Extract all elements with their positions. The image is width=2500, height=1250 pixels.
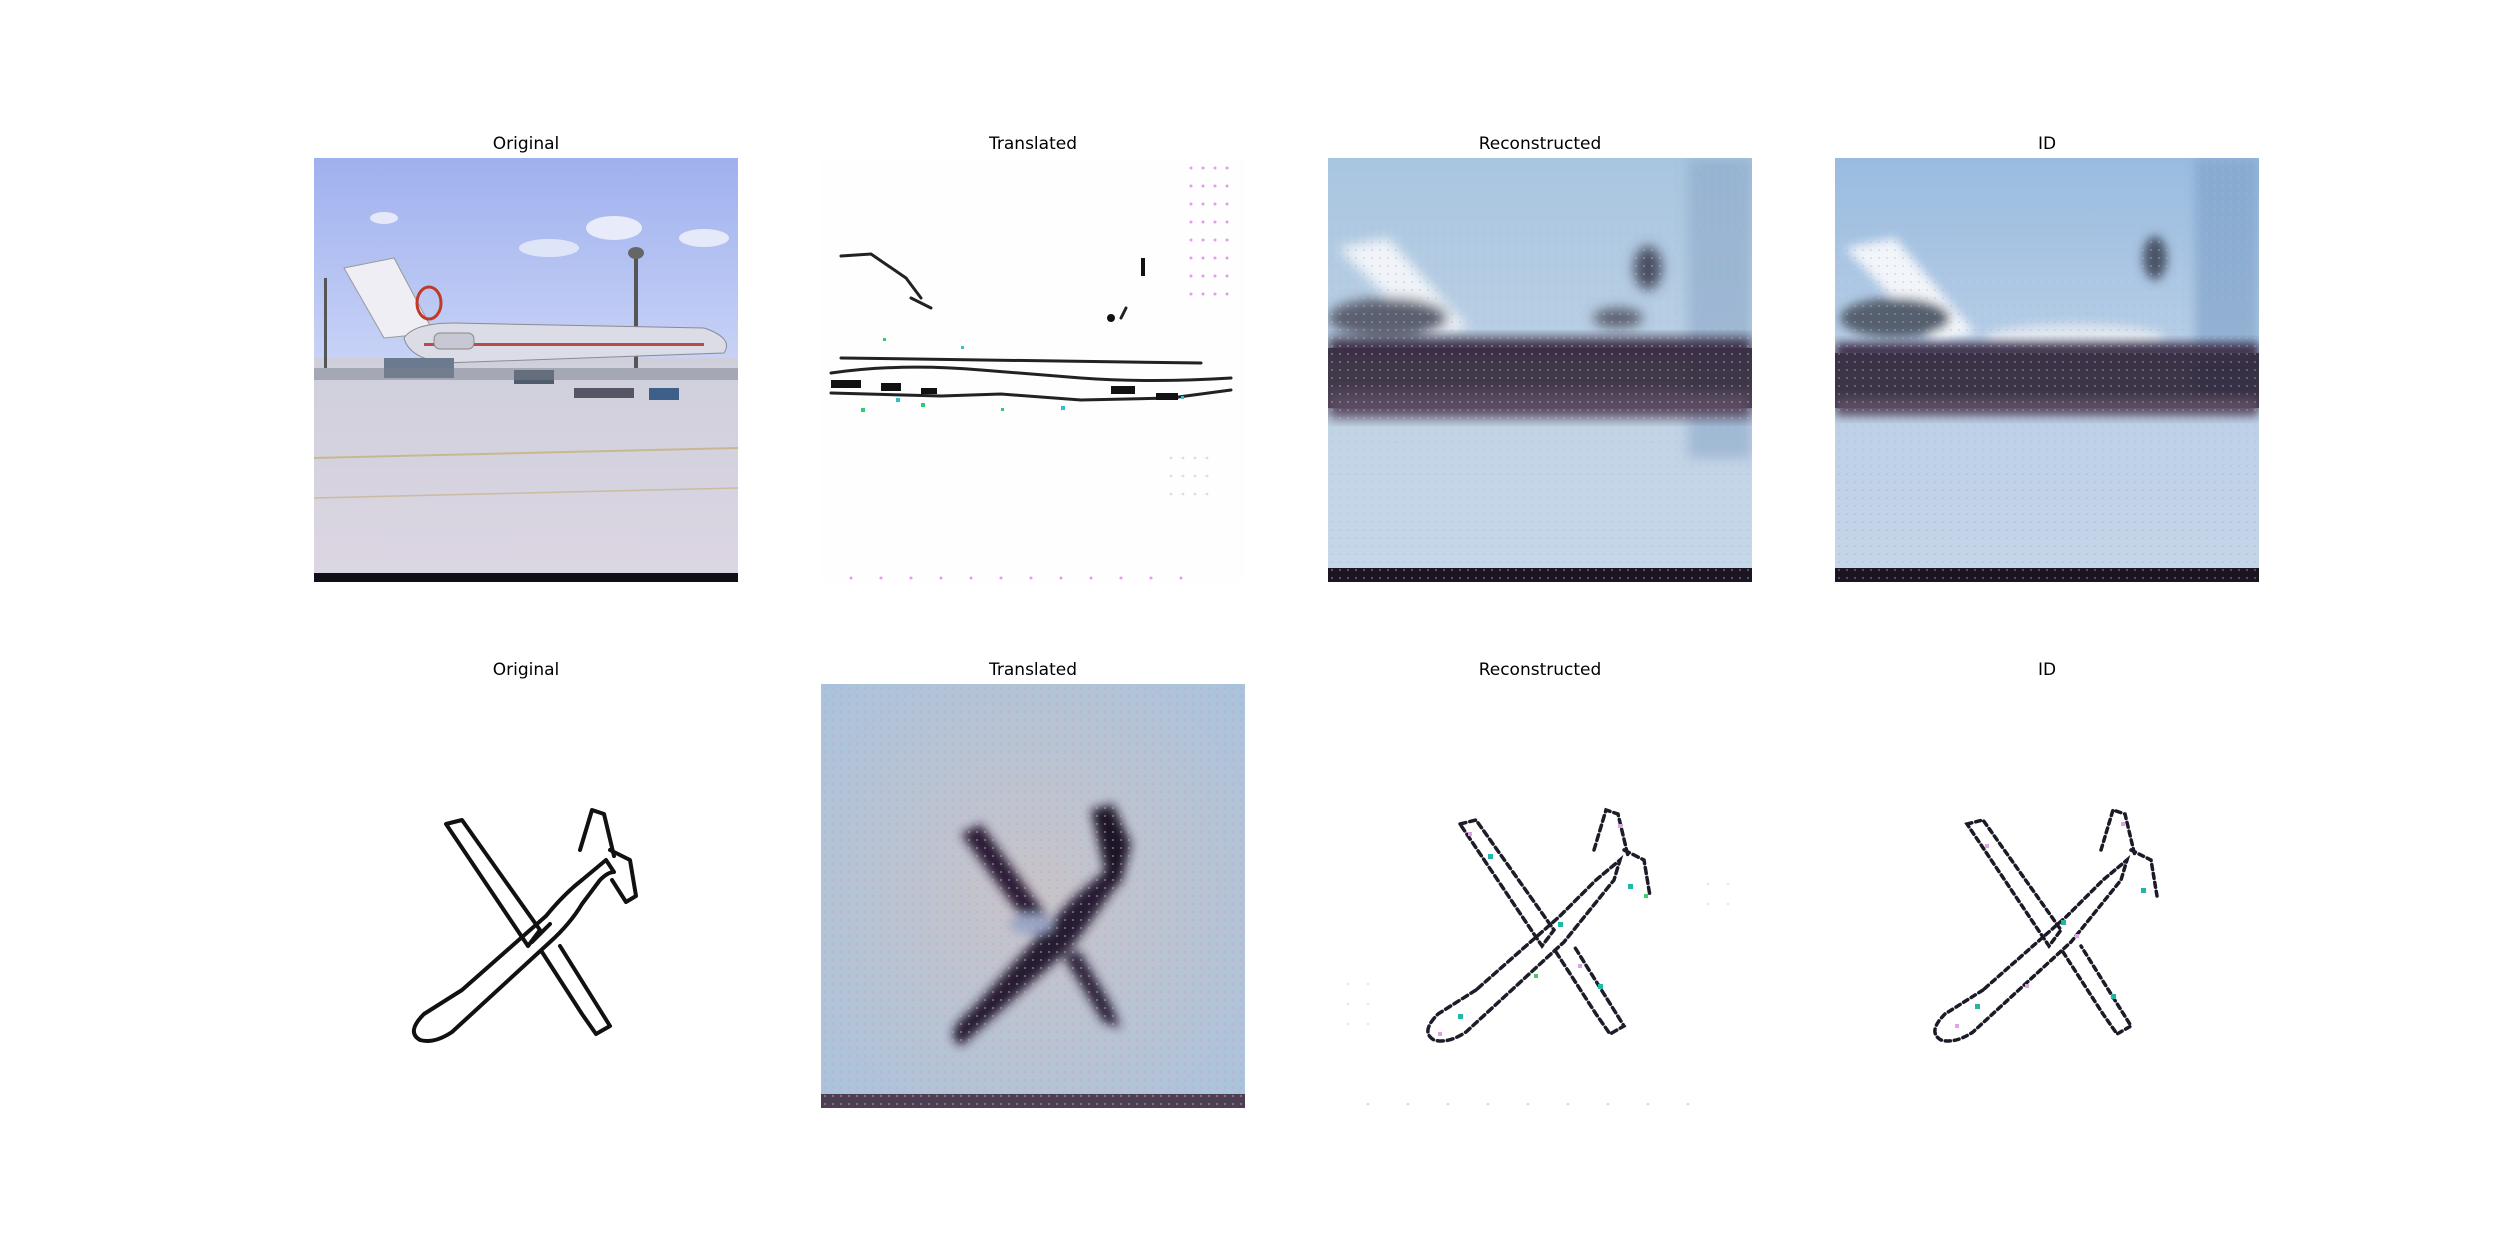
panel-title: Original [492, 660, 560, 680]
panel-title: ID [2037, 660, 2057, 680]
panel-title: Reconstructed [1478, 660, 1602, 680]
photo-airplane-reconstructed [1328, 158, 1752, 582]
photo-airplane-id [1835, 158, 2259, 582]
sketch-airplane-id [1835, 684, 2259, 1108]
sketch-airplane-reconstructed [1328, 684, 1752, 1108]
panel-title: ID [2037, 134, 2057, 154]
panel-title: Reconstructed [1478, 134, 1602, 154]
photo-airplane-original [314, 158, 738, 582]
sketch-airplane-original [314, 684, 738, 1108]
panel-title: Translated [989, 660, 1077, 680]
panel-title: Original [492, 134, 560, 154]
panel-title: Translated [989, 134, 1077, 154]
sketch-airplane-translated [821, 158, 1245, 582]
photo-sketch-translated [821, 684, 1245, 1108]
